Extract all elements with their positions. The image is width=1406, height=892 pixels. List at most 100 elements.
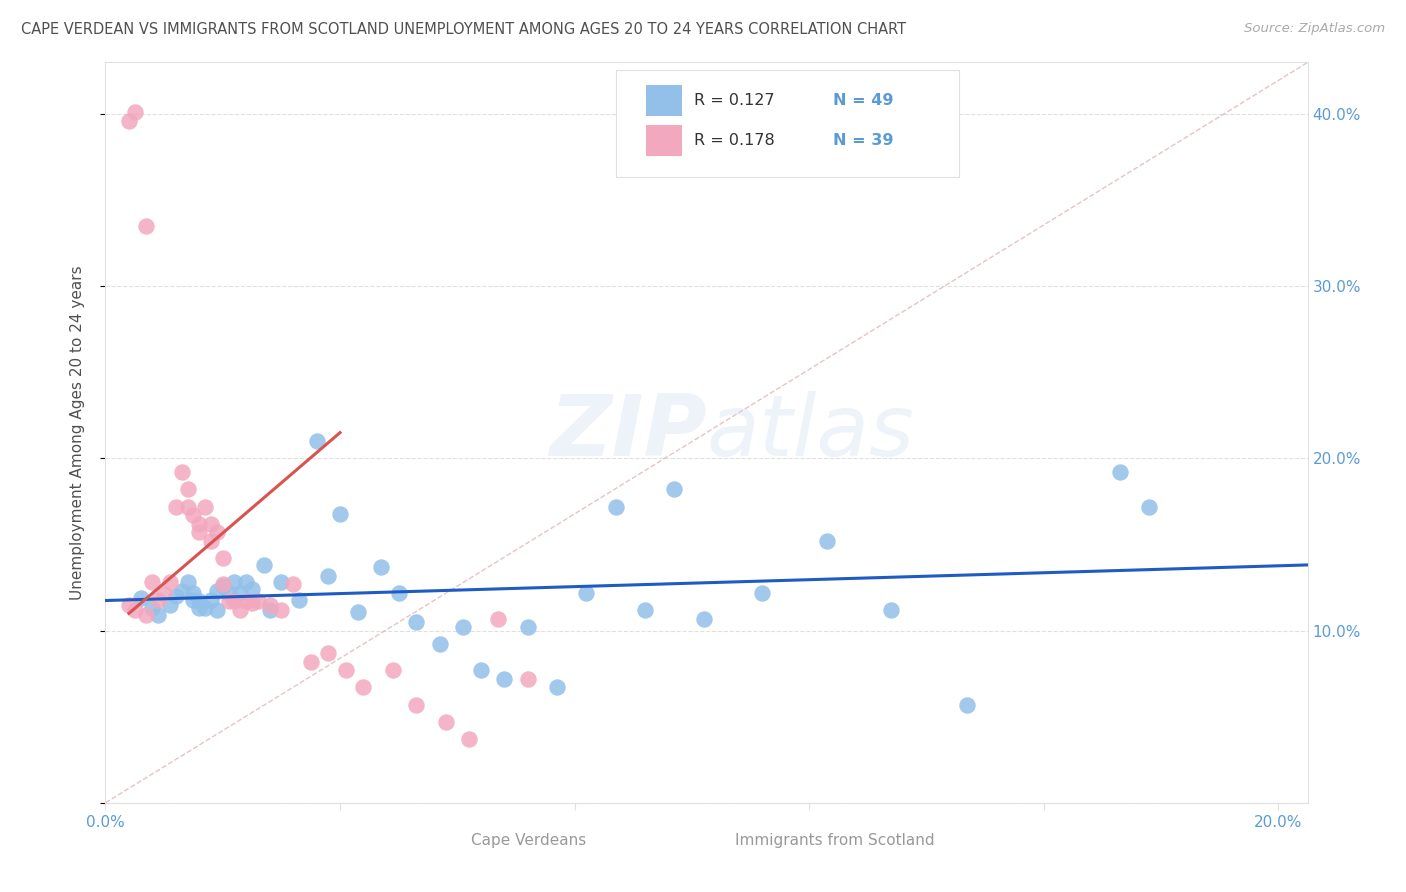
Point <box>141 575 163 590</box>
Point <box>346 605 368 619</box>
Point <box>240 596 263 610</box>
Point <box>235 575 257 590</box>
Point <box>388 586 411 600</box>
Point <box>188 516 211 531</box>
FancyBboxPatch shape <box>616 70 959 178</box>
Point <box>470 663 492 677</box>
Point <box>664 483 686 497</box>
Point <box>692 611 714 625</box>
Text: atlas: atlas <box>707 391 914 475</box>
Point <box>153 587 176 601</box>
Point <box>211 579 233 593</box>
Point <box>194 601 217 615</box>
Point <box>246 594 269 608</box>
Y-axis label: Unemployment Among Ages 20 to 24 years: Unemployment Among Ages 20 to 24 years <box>70 265 84 600</box>
Point <box>148 592 170 607</box>
Point <box>288 592 311 607</box>
Text: Immigrants from Scotland: Immigrants from Scotland <box>735 833 935 848</box>
Point <box>118 114 141 128</box>
Point <box>429 637 451 651</box>
Point <box>516 620 538 634</box>
Point <box>200 592 222 607</box>
Point <box>176 483 198 497</box>
Point <box>259 598 281 612</box>
Point <box>135 219 157 233</box>
Point <box>235 594 257 608</box>
Point <box>148 608 170 623</box>
Point <box>188 594 211 608</box>
Point <box>634 603 657 617</box>
Point <box>205 584 228 599</box>
Point <box>405 698 427 712</box>
Point <box>880 603 903 617</box>
Point <box>218 594 240 608</box>
Point <box>159 598 181 612</box>
Point <box>188 601 211 615</box>
Point <box>194 500 217 514</box>
Text: N = 39: N = 39 <box>832 134 893 148</box>
Point <box>200 516 222 531</box>
Point <box>183 592 205 607</box>
Point <box>316 568 339 582</box>
Point <box>141 601 163 615</box>
Point <box>1109 465 1132 479</box>
Point <box>170 584 193 599</box>
Point <box>405 615 427 629</box>
Point <box>224 594 246 608</box>
Text: R = 0.127: R = 0.127 <box>695 94 775 109</box>
Point <box>118 598 141 612</box>
Point <box>1137 500 1160 514</box>
Text: R = 0.178: R = 0.178 <box>695 134 775 148</box>
Point <box>956 698 979 712</box>
Point <box>381 663 404 677</box>
Point <box>176 575 198 590</box>
Text: ZIP: ZIP <box>548 391 707 475</box>
Point <box>135 608 157 623</box>
Point <box>229 603 252 617</box>
Point <box>751 586 773 600</box>
FancyBboxPatch shape <box>647 86 682 117</box>
Point <box>353 681 375 695</box>
Point <box>211 577 233 591</box>
Point <box>335 663 357 677</box>
Point <box>329 507 352 521</box>
Text: Source: ZipAtlas.com: Source: ZipAtlas.com <box>1244 22 1385 36</box>
Point <box>270 603 292 617</box>
Point <box>316 646 339 660</box>
Point <box>211 551 233 566</box>
Point <box>240 582 263 597</box>
Point <box>516 672 538 686</box>
FancyBboxPatch shape <box>695 830 725 852</box>
Point <box>458 732 481 747</box>
Point <box>205 525 228 540</box>
Text: Cape Verdeans: Cape Verdeans <box>471 833 586 848</box>
FancyBboxPatch shape <box>647 126 682 156</box>
Point <box>165 589 187 603</box>
Point <box>575 586 598 600</box>
Text: N = 49: N = 49 <box>832 94 893 109</box>
Point <box>124 603 146 617</box>
Point <box>270 575 292 590</box>
Point <box>605 500 627 514</box>
Text: CAPE VERDEAN VS IMMIGRANTS FROM SCOTLAND UNEMPLOYMENT AMONG AGES 20 TO 24 YEARS : CAPE VERDEAN VS IMMIGRANTS FROM SCOTLAND… <box>21 22 907 37</box>
Point <box>183 586 205 600</box>
Point <box>129 591 152 605</box>
Point <box>259 603 281 617</box>
Point <box>434 714 457 729</box>
Point <box>815 534 838 549</box>
Point <box>183 508 205 523</box>
Point <box>229 586 252 600</box>
Point <box>299 655 322 669</box>
Point <box>188 525 211 540</box>
Point <box>218 586 240 600</box>
Point <box>546 681 568 695</box>
Point <box>281 577 304 591</box>
Point <box>305 434 328 449</box>
Point <box>370 560 392 574</box>
Point <box>159 575 181 590</box>
Point <box>200 534 222 549</box>
Point <box>486 611 509 625</box>
Point <box>124 105 146 120</box>
Point <box>170 465 193 479</box>
Point <box>253 558 276 573</box>
